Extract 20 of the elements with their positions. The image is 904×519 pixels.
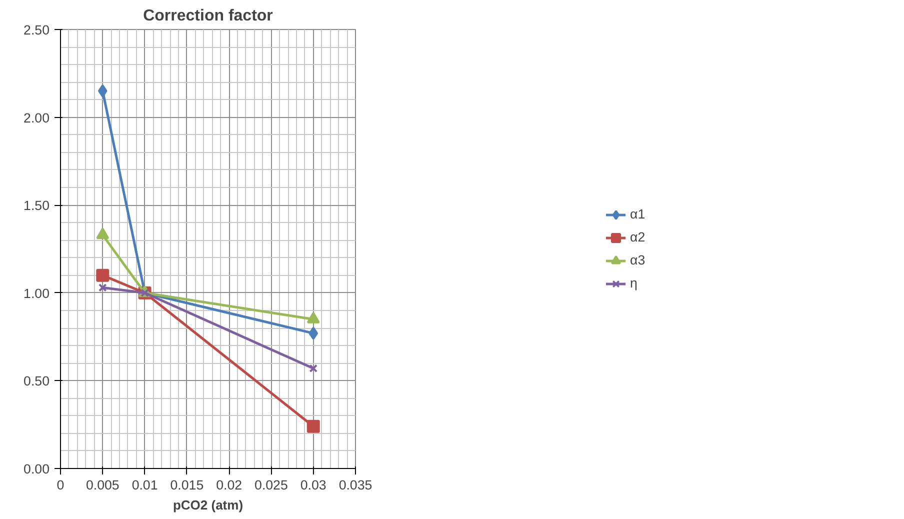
x-tick-label: 0.02 bbox=[216, 478, 242, 492]
y-tick-label: 2.50 bbox=[24, 22, 50, 38]
legend-label: α3 bbox=[630, 252, 646, 268]
x-tick-label: 0.03 bbox=[300, 478, 326, 492]
y-tick-label: 1.50 bbox=[24, 198, 50, 214]
y-tick-label: 0.50 bbox=[24, 374, 50, 389]
x-tick-label: 0.01 bbox=[132, 478, 158, 492]
x-tick-label: 0 bbox=[56, 478, 64, 492]
x-tick-label: 0.015 bbox=[170, 478, 204, 492]
x-tick-label: 0.025 bbox=[254, 478, 288, 492]
chart-title: Correction factor bbox=[143, 8, 273, 24]
x-axis-title: pCO2 (atm) bbox=[172, 498, 244, 512]
y-tick-label: 1.00 bbox=[24, 286, 50, 301]
legend-label: α2 bbox=[630, 230, 646, 244]
x-tick-label: 0.005 bbox=[86, 478, 120, 492]
legend-label: α1 bbox=[630, 206, 646, 222]
x-tick-label: 0.035 bbox=[338, 478, 372, 492]
y-tick-label: 0.00 bbox=[24, 462, 50, 476]
legend-label: η bbox=[630, 276, 638, 290]
y-tick-label: 2.00 bbox=[24, 110, 50, 126]
